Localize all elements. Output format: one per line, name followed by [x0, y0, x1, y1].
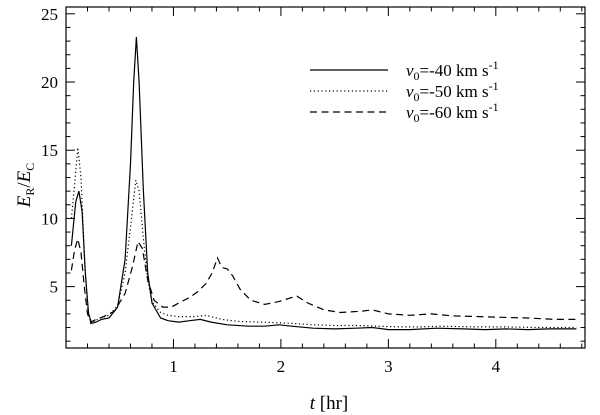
legend-label-2: v0=-50 km s-1 [406, 79, 499, 104]
y-axis-title: ER/EC [14, 163, 37, 209]
series-line-1 [70, 36, 577, 331]
y-tick-label: 10 [41, 209, 58, 228]
y-axis-title-sub2: C [23, 163, 37, 171]
legend-sub: 0 [414, 111, 420, 125]
y-tick-label: 5 [50, 278, 59, 297]
legend-var: v [406, 103, 414, 122]
ticks-layer [66, 7, 585, 348]
plot-frame [65, 6, 586, 349]
y-tick-label: 25 [41, 5, 58, 24]
x-tick-label: 3 [384, 357, 393, 376]
legend: v0=-40 km s-1v0=-50 km s-1v0=-60 km s-1 [310, 58, 499, 125]
legend-var: v [406, 82, 414, 101]
legend-label-1: v0=-40 km s-1 [406, 58, 499, 83]
x-axis-title-unit: [hr] [315, 393, 348, 414]
series-line-2 [70, 147, 577, 329]
legend-label-3: v0=-60 km s-1 [406, 100, 499, 125]
legend-sup: -1 [489, 100, 499, 114]
legend-sup: -1 [489, 79, 499, 93]
y-tick-label: 15 [41, 141, 58, 160]
y-axis-title-group: ER/EC [14, 163, 37, 209]
legend-text: =-60 km s [420, 103, 489, 122]
legend-text: =-50 km s [420, 82, 489, 101]
x-axis-title: t [hr] [310, 393, 349, 414]
x-axis-title-var: t [310, 393, 316, 414]
legend-text: =-40 km s [420, 61, 489, 80]
series-line-3 [70, 236, 577, 323]
y-axis-title-main2: E [14, 170, 35, 183]
legend-var: v [406, 61, 414, 80]
y-axis-title-main1: E [14, 195, 35, 208]
legend-sub: 0 [414, 90, 420, 104]
y-tick-label: 20 [41, 73, 58, 92]
tick-labels: 1 2 3 4 5 10 15 20 25 [41, 5, 501, 376]
x-tick-label: 4 [492, 357, 501, 376]
legend-sub: 0 [414, 69, 420, 83]
y-axis-title-slash: / [14, 182, 35, 188]
x-tick-label: 1 [169, 357, 178, 376]
legend-sup: -1 [489, 58, 499, 72]
y-axis-title-sub1: R [23, 188, 37, 196]
series-layer [70, 36, 577, 331]
x-tick-label: 2 [277, 357, 286, 376]
